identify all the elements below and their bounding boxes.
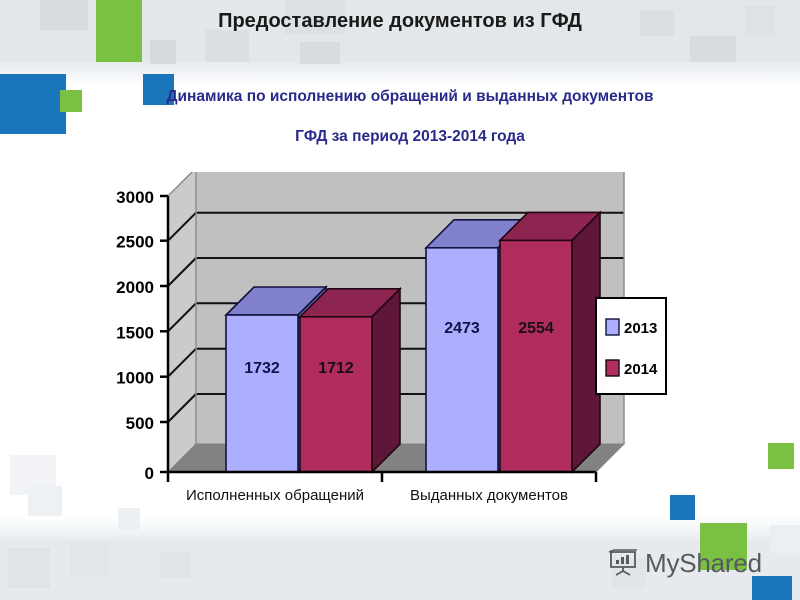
decor-square-blue (143, 74, 174, 105)
decor-square-blue (0, 74, 66, 134)
x-category-label: Исполненных обращений (186, 487, 364, 504)
decor-square-faint (690, 36, 736, 62)
chart-legend[interactable]: 2013 2014 (595, 297, 667, 395)
slide-subtitle-line-1: Динамика по исполнению обращений и выдан… (166, 88, 654, 105)
decor-square-faint (640, 10, 674, 36)
bar-group-1: 1732 1712 (224, 285, 402, 474)
y-axis: 3000 2500 2000 1500 1000 500 0 (116, 188, 170, 483)
legend-label: 2013 (624, 320, 657, 337)
decor-square-faint (150, 40, 176, 64)
decor-square-faint (160, 552, 190, 578)
bar-value-label: 2473 (444, 320, 480, 337)
y-tick-label: 2000 (116, 278, 154, 297)
bar-value-label: 1712 (318, 360, 354, 377)
decor-square-faint (28, 486, 62, 516)
y-tick-label: 0 (145, 464, 154, 483)
footer-band (0, 540, 800, 600)
decor-square-blue (670, 495, 695, 520)
decor-square-faint (745, 6, 775, 36)
decor-square-green (768, 443, 794, 469)
y-tick-label: 3000 (116, 188, 154, 207)
watermark-text: MyShared (645, 547, 762, 578)
legend-item-2014[interactable]: 2014 (605, 359, 658, 378)
slide-title: Предоставление документов из ГФД (218, 10, 582, 32)
slide-subtitle-line-2: ГФД за период 2013-2014 года (295, 128, 525, 145)
decor-square-green (700, 523, 747, 570)
bar-value-label: 1732 (244, 360, 280, 377)
legend-label: 2014 (624, 361, 658, 378)
bar-2014-category-1[interactable]: 1712 (298, 286, 402, 474)
decor-square-faint (285, 0, 345, 34)
decor-square-faint (118, 508, 140, 530)
decor-square-faint (40, 0, 88, 30)
myshared-watermark: MyShared (608, 541, 762, 585)
bar-value-label: 2554 (518, 320, 554, 337)
decor-square-faint (300, 42, 340, 64)
decor-square-green (96, 0, 142, 62)
legend-item-2013[interactable]: 2013 (605, 318, 657, 337)
y-tick-label: 1500 (116, 323, 154, 342)
presentation-chart-icon (608, 549, 637, 576)
y-tick-label: 1000 (116, 369, 154, 388)
bar-group-2: 2473 2554 (424, 210, 602, 474)
y-tick-label: 500 (126, 414, 154, 433)
decor-square-green (60, 90, 82, 112)
decor-square-faint (8, 548, 50, 588)
header-band-fade (0, 62, 800, 84)
bar-2014-category-2[interactable]: 2554 (498, 210, 602, 474)
decor-square-faint (205, 30, 249, 62)
bar-chart-3d: 3000 2500 2000 1500 1000 500 0 1732 (96, 172, 696, 512)
x-axis: Исполненных обращений Выданных документо… (166, 470, 598, 504)
decor-square-faint (70, 542, 108, 576)
decor-square-blue (752, 576, 792, 600)
x-category-label: Выданных документов (410, 487, 568, 504)
decor-square-faint (770, 525, 800, 553)
chart-gridlines-left (167, 211, 197, 423)
y-tick-label: 2500 (116, 233, 154, 252)
